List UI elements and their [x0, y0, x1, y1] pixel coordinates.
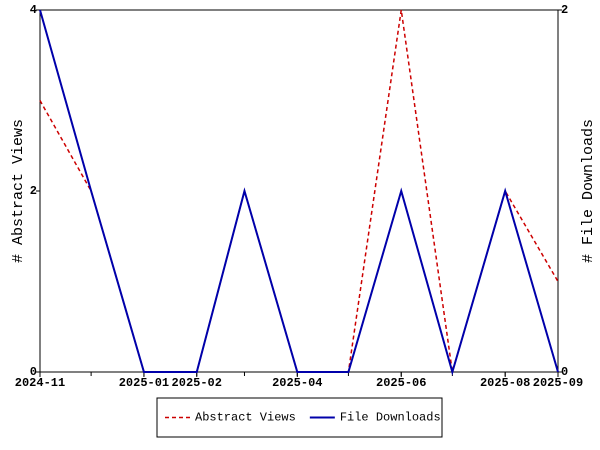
y2-axis-label: # File Downloads — [580, 119, 597, 263]
y2-tick-label: 0 — [561, 365, 568, 379]
x-tick-label: 2025-09 — [533, 376, 583, 390]
x-tick-label: 2025-02 — [172, 376, 222, 390]
plot-frame — [39, 9, 559, 373]
legend-box — [156, 397, 443, 438]
x-tick-label: 2025-06 — [376, 376, 426, 390]
series-line — [39, 9, 559, 373]
y-tick-label: 4 — [30, 3, 37, 17]
y-axis-label: # Abstract Views — [10, 119, 27, 263]
x-tick-label: 2025-08 — [480, 376, 530, 390]
legend-label: Abstract Views — [195, 411, 296, 425]
legend-label: File Downloads — [340, 411, 441, 425]
x-tick-label: 2025-04 — [272, 376, 322, 390]
series-line — [39, 9, 559, 376]
x-tick-label: 2025-01 — [119, 376, 169, 390]
x-tick-label: 2024-11 — [15, 376, 65, 390]
y-tick-label: 2 — [30, 184, 37, 198]
y2-tick-label: 2 — [561, 3, 568, 17]
y-tick-label: 0 — [30, 365, 37, 379]
